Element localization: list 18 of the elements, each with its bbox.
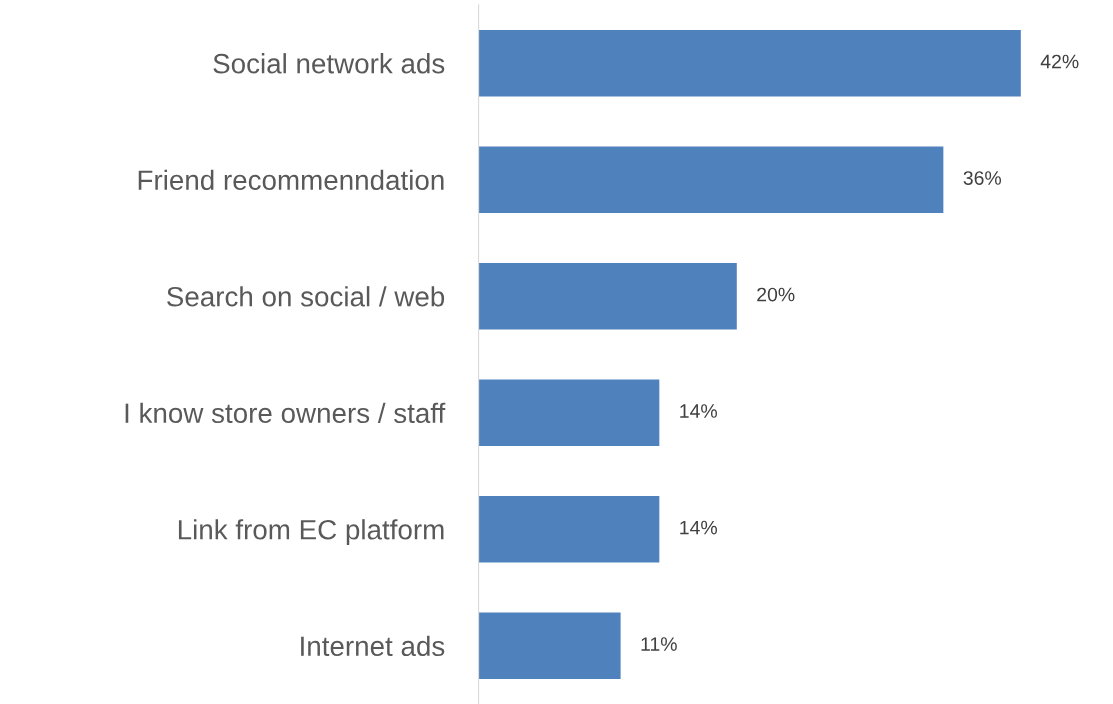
- bar: [478, 263, 737, 330]
- data-label: 36%: [963, 171, 1002, 185]
- bar: [478, 146, 944, 213]
- y-tick-label: I know store owners / staff: [125, 402, 446, 424]
- data-label: 20%: [757, 287, 795, 302]
- bar: [478, 496, 660, 563]
- bar: [478, 379, 660, 446]
- y-tick-label: Internet ads: [301, 635, 445, 657]
- data-label: 11%: [641, 637, 677, 651]
- bar: [478, 29, 1021, 97]
- y-tick-label: Link from EC platform: [178, 519, 444, 546]
- data-label: 14%: [680, 520, 717, 535]
- data-label: 42%: [1040, 54, 1079, 69]
- bar: [478, 612, 621, 679]
- data-label: 14%: [680, 404, 717, 418]
- y-tick-label: Friend recommenndation: [138, 169, 444, 191]
- y-tick-label: Social network ads: [213, 53, 445, 74]
- y-tick-label: Search on social / web: [167, 286, 445, 307]
